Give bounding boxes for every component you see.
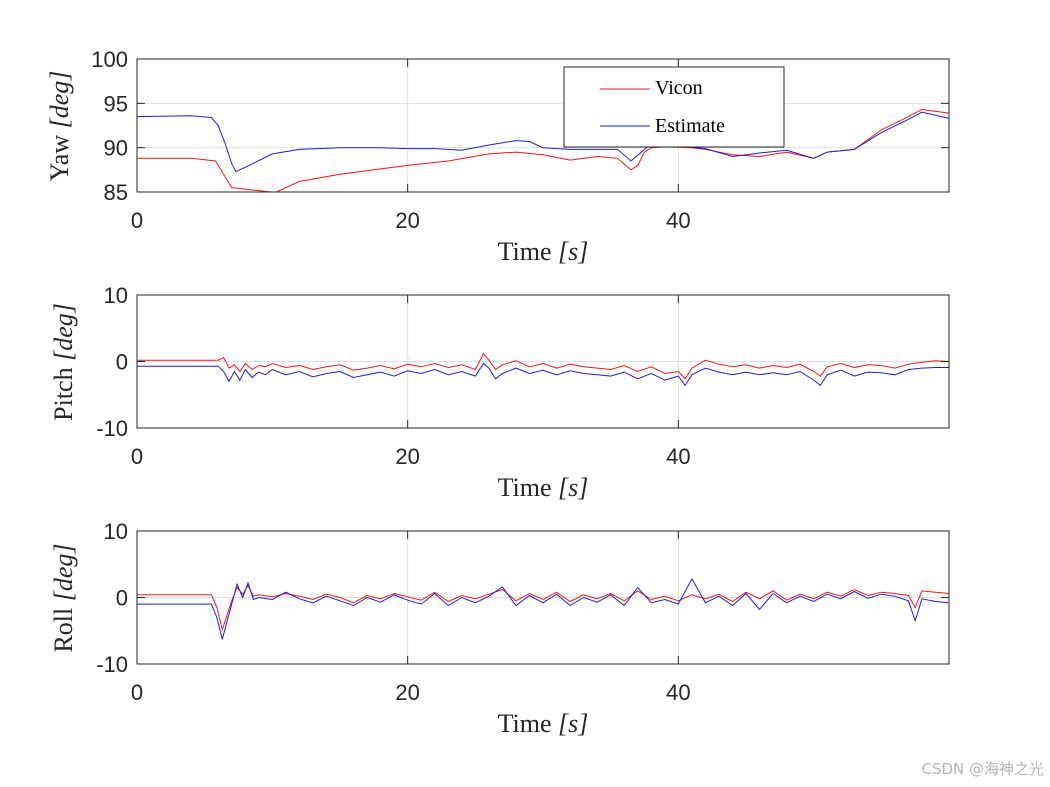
yaw-xtick-label: 0: [131, 208, 143, 233]
pitch-vicon-line: [137, 352, 950, 380]
pitch-ytick-label: 0: [116, 350, 128, 375]
yaw-axes-frame: [136, 58, 950, 193]
roll-xlabel: Time [s]: [498, 709, 589, 738]
yaw-estimate-line: [136, 111, 950, 173]
pitch-ytick-label: 10: [104, 283, 128, 308]
pitch-xtick-label: 40: [666, 444, 690, 469]
yaw-ytick-label: 90: [104, 136, 128, 161]
pitch-xtick-label: 20: [395, 444, 419, 469]
legend: Vicon Estimate: [563, 66, 785, 148]
yaw-axes: 0 20 40 85 90 95 100 Yaw [deg] Time [s] Vicon …: [45, 47, 950, 266]
watermark: CSDN @海神之光: [921, 760, 1044, 778]
roll-xtick-label: 0: [131, 680, 143, 705]
legend-vicon-label: Vicon: [655, 77, 703, 99]
yaw-ytick-label: 95: [104, 91, 128, 116]
yaw-plot-area: [137, 59, 949, 192]
roll-xtick-label: 40: [666, 680, 690, 705]
legend-estimate-label: Estimate: [655, 115, 725, 137]
pitch-series: [137, 352, 950, 387]
pitch-estimate-line: [137, 362, 949, 387]
pitch-xtick-label: 0: [131, 444, 143, 469]
roll-grid: [137, 531, 949, 664]
roll-xtick-label: 20: [395, 680, 419, 705]
pitch-ytick-label: -10: [96, 416, 128, 441]
yaw-ytick-label: 85: [104, 180, 128, 205]
pitch-grid: [137, 295, 949, 428]
yaw-xtick-label: 20: [395, 208, 419, 233]
yaw-xlabel: Time [s]: [498, 237, 589, 266]
yaw-ylabel: Yaw [deg]: [45, 71, 74, 182]
roll-vicon-line: [137, 584, 950, 632]
roll-series: [137, 577, 950, 640]
pitch-xlabel: Time [s]: [498, 473, 589, 502]
yaw-ytick-label: 100: [91, 47, 128, 72]
roll-ytick-label: -10: [96, 652, 128, 677]
pitch-ylabel: Pitch [deg]: [49, 303, 78, 421]
roll-ytick-label: 0: [116, 586, 128, 611]
yaw-xtick-label: 40: [666, 208, 690, 233]
yaw-series: [136, 108, 950, 193]
legend-box: [563, 66, 785, 148]
roll-ylabel: Roll [deg]: [49, 543, 78, 652]
yaw-ticks: 0 20 40 85 90 95 100: [91, 47, 949, 233]
roll-ytick-label: 10: [104, 519, 128, 544]
roll-estimate-line: [137, 577, 950, 640]
